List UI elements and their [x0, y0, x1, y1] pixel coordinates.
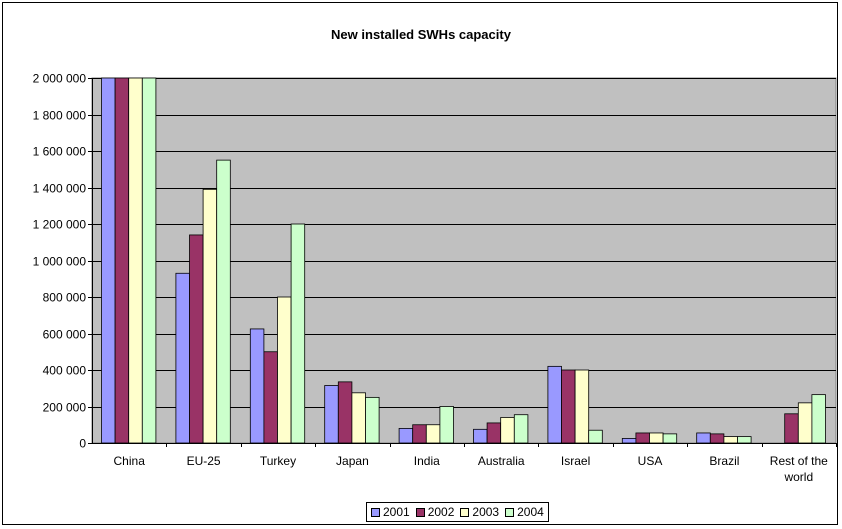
- y-tick-label: 200 000: [43, 401, 87, 415]
- bar-2002: [412, 424, 427, 444]
- bar-2003: [500, 417, 515, 444]
- bar-2002: [189, 234, 204, 444]
- bar-2002: [337, 381, 353, 444]
- bar-2001: [696, 432, 711, 444]
- legend-swatch: [505, 507, 515, 517]
- bar-2003: [649, 432, 664, 444]
- bar-2003: [425, 424, 441, 444]
- bar-2002: [561, 369, 576, 444]
- bar-2003: [574, 369, 590, 444]
- y-tick-label: 1 600 000: [33, 145, 87, 159]
- legend-item-2001: 2001: [371, 505, 410, 519]
- y-tick-label: 800 000: [43, 291, 87, 305]
- bar-2003: [797, 402, 813, 444]
- bar-2001: [101, 77, 116, 444]
- category-label: China: [114, 454, 146, 468]
- bar-2004: [588, 429, 603, 444]
- y-tick-label: 2 000 000: [33, 72, 87, 86]
- y-tick-label: 1 200 000: [33, 218, 87, 232]
- legend-swatch: [460, 507, 470, 517]
- bar-2001: [473, 428, 488, 444]
- category-label: India: [414, 454, 440, 468]
- bar-2004: [141, 77, 157, 444]
- bar-2001: [175, 272, 190, 444]
- legend-label: 2003: [472, 505, 500, 519]
- bar-2003: [202, 188, 218, 444]
- category-label: Brazil: [709, 454, 739, 468]
- y-tick-label: 0: [79, 437, 86, 451]
- legend-label: 2002: [427, 505, 455, 519]
- bar-2001: [621, 438, 637, 444]
- legend-item-2003: 2003: [460, 505, 499, 519]
- legend-item-2004: 2004: [505, 505, 544, 519]
- category-label: Japan: [336, 454, 369, 468]
- y-tick-label: 1 800 000: [33, 109, 87, 123]
- bar-2002: [114, 77, 130, 444]
- bar-2002: [635, 432, 650, 444]
- y-tick-label: 1 400 000: [33, 182, 87, 196]
- legend-swatch: [371, 507, 380, 517]
- bar-2004: [513, 414, 529, 444]
- bar-2004: [216, 159, 231, 444]
- category-label: Rest of the world: [770, 454, 828, 484]
- bar-2003: [723, 436, 738, 444]
- legend-label: 2001: [383, 505, 410, 519]
- legend-label: 2004: [517, 505, 544, 519]
- bar-2003: [277, 296, 292, 444]
- bar-2004: [365, 396, 380, 444]
- y-tick-label: 1 000 000: [33, 255, 87, 269]
- bar-2002: [486, 422, 502, 444]
- y-tick-label: 400 000: [43, 364, 87, 378]
- bar-2004: [811, 394, 826, 444]
- legend: 2001 2002 2003 2004: [366, 502, 549, 522]
- bar-2001: [398, 427, 414, 444]
- bar-2004: [737, 436, 752, 444]
- category-label: Turkey: [260, 454, 296, 468]
- category-label: USA: [638, 454, 663, 468]
- bar-2001: [249, 328, 265, 444]
- bar-2004: [439, 406, 454, 444]
- category-label: Israel: [561, 454, 590, 468]
- legend-swatch: [415, 507, 425, 517]
- y-tick-label: 600 000: [43, 328, 87, 342]
- bar-2002: [709, 433, 725, 444]
- bar-2003: [351, 392, 366, 444]
- category-label: Australia: [478, 454, 525, 468]
- bar-2001: [324, 385, 339, 444]
- bar-2004: [662, 433, 678, 444]
- bar-2004: [290, 223, 306, 444]
- bar-2002: [784, 413, 799, 444]
- chart-title: New installed SWHs capacity: [331, 27, 511, 42]
- bar-2003: [128, 77, 143, 444]
- bar-2001: [547, 365, 562, 444]
- bar-2002: [263, 351, 278, 444]
- plot-area: 0 200 000 400 000 600 000 800 000 1 000 000 1 …: [33, 72, 837, 484]
- legend-item-2002: 2002: [415, 505, 455, 519]
- category-label: EU-25: [187, 454, 221, 468]
